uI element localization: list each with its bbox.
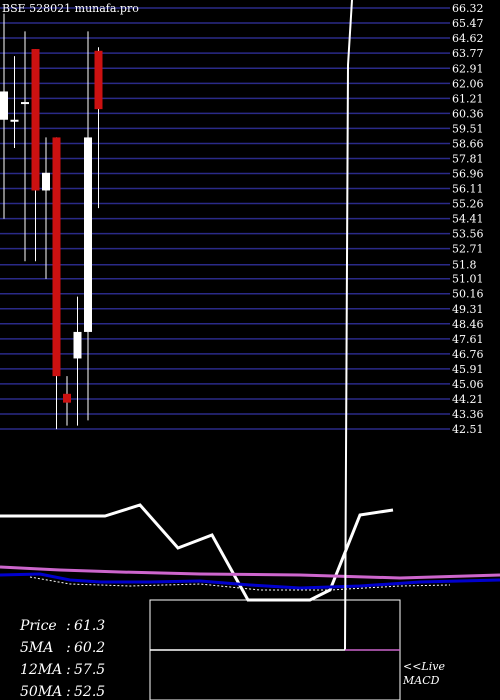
price-colon: : — [66, 618, 71, 634]
candle-body — [73, 331, 82, 359]
live-macd-line: MACD — [402, 674, 440, 687]
ma-blue-line — [0, 572, 500, 590]
ma12-colon: : — [66, 662, 71, 678]
y-tick-label: 59.51 — [452, 122, 484, 135]
candle-body — [84, 137, 92, 332]
candle-body — [0, 91, 8, 120]
ma-magenta-line — [0, 565, 500, 580]
y-tick-label: 53.56 — [452, 228, 484, 241]
y-tick-label: 64.62 — [452, 32, 484, 45]
y-tick-label: 43.36 — [452, 408, 484, 421]
y-tick-label: 44.21 — [452, 393, 484, 406]
y-tick-label: 58.66 — [452, 137, 484, 150]
y-tick-label: 45.91 — [452, 363, 484, 376]
y-tick-label: 55.26 — [452, 198, 484, 211]
live-macd-label: <<Live MACD — [402, 660, 445, 687]
candle-body — [31, 49, 40, 191]
ma50-value: 52.5 — [74, 684, 105, 700]
y-tick-label: 56.96 — [452, 168, 484, 181]
price-value: 61.3 — [74, 618, 105, 634]
y-tick-label: 54.41 — [452, 213, 484, 226]
y-axis-tick-labels: 66.32 65.47 64.62 63.77 62.91 62.06 61.21 60.36… — [452, 2, 484, 436]
y-tick-label: 62.06 — [452, 77, 484, 90]
y-tick-label: 52.71 — [452, 243, 484, 256]
y-tick-label: 57.81 — [452, 152, 484, 165]
y-tick-label: 61.21 — [452, 92, 484, 105]
y-tick-label: 51.8 — [452, 259, 477, 272]
y-tick-label: 47.61 — [452, 333, 484, 346]
y-tick-label: 66.32 — [452, 2, 484, 15]
candle-body — [42, 172, 50, 191]
info-panel: Price : 61.3 5MA : 60.2 12MA : 57.5 50MA… — [19, 618, 105, 700]
y-tick-label: 46.76 — [452, 348, 484, 361]
ma5-label: 5MA — [20, 640, 53, 656]
chart-title: BSE 528021 munafa.pro — [2, 2, 139, 15]
candlesticks — [0, 13, 103, 430]
ma50-colon: : — [66, 684, 71, 700]
ma12-label: 12MA — [20, 662, 62, 678]
candle-body — [10, 119, 19, 122]
candle-body — [63, 393, 71, 403]
y-tick-label: 49.31 — [452, 303, 484, 316]
ma50-label: 50MA — [20, 684, 62, 700]
y-tick-label: 45.06 — [452, 378, 484, 391]
y-tick-label: 60.36 — [452, 107, 484, 120]
y-tick-label: 62.91 — [452, 62, 484, 75]
candle-body — [94, 50, 103, 110]
indicator-lines — [0, 0, 500, 651]
price-label: Price — [19, 618, 57, 634]
y-tick-label: 51.01 — [452, 273, 484, 286]
ma5-colon: : — [66, 640, 71, 656]
y-tick-label: 42.51 — [452, 423, 484, 436]
candle-body — [21, 102, 29, 105]
ma5-value: 60.2 — [74, 640, 105, 656]
y-tick-label: 56.11 — [452, 183, 484, 196]
ma12-value: 57.5 — [74, 662, 105, 678]
y-tick-label: 65.47 — [452, 17, 484, 30]
ma-dotted-line — [29, 576, 451, 591]
grid-lines — [0, 7, 450, 430]
y-tick-label: 63.77 — [452, 47, 484, 60]
candle-body — [52, 137, 61, 377]
vertical-spike-line — [344, 0, 353, 651]
y-tick-label: 50.16 — [452, 288, 484, 301]
live-macd-line: <<Live — [403, 660, 445, 673]
y-tick-label: 48.46 — [452, 318, 484, 331]
